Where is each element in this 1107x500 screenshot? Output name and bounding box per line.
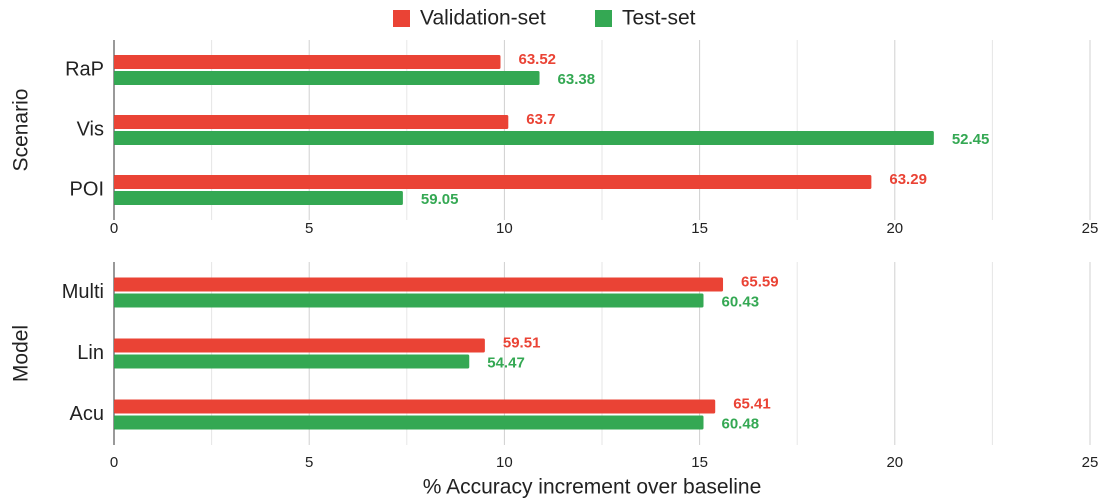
- y-tick-label: Vis: [77, 118, 104, 140]
- legend-label: Test-set: [622, 7, 696, 30]
- data-label: 54.47: [487, 354, 525, 371]
- bar: [114, 71, 540, 85]
- x-tick-label: 10: [496, 454, 513, 471]
- y-tick-label: RaP: [65, 58, 104, 80]
- y-tick-label: Multi: [62, 281, 104, 303]
- x-tick-label: 5: [305, 454, 313, 471]
- bar: [114, 338, 485, 353]
- data-label: 63.7: [526, 111, 555, 128]
- x-tick-label: 0: [110, 220, 118, 237]
- bar: [114, 293, 704, 308]
- bar: [114, 55, 501, 69]
- data-label: 63.52: [518, 51, 556, 68]
- data-label: 60.48: [722, 415, 760, 432]
- legend-swatch: [595, 10, 612, 27]
- bar: [114, 277, 724, 292]
- x-tick-label: 15: [691, 220, 708, 237]
- y-tick-label: Lin: [77, 342, 104, 364]
- x-tick-label: 10: [496, 220, 513, 237]
- bar: [114, 399, 716, 414]
- legend-swatch: [393, 10, 410, 27]
- bar: [114, 354, 470, 369]
- y-tick-label: Acu: [70, 403, 104, 425]
- bar: [114, 175, 872, 189]
- bar: [114, 415, 704, 430]
- x-tick-label: 0: [110, 454, 118, 471]
- x-tick-label: 25: [1082, 454, 1099, 471]
- data-label: 63.29: [889, 171, 927, 188]
- y-tick-label: POI: [70, 178, 104, 200]
- x-tick-label: 20: [886, 220, 903, 237]
- legend-label: Validation-set: [420, 7, 546, 30]
- data-label: 65.59: [741, 273, 779, 290]
- data-label: 60.43: [722, 293, 760, 310]
- data-label: 59.05: [421, 191, 459, 208]
- bar: [114, 131, 934, 145]
- x-tick-label: 20: [886, 454, 903, 471]
- data-label: 52.45: [952, 131, 990, 148]
- data-label: 59.51: [503, 334, 541, 351]
- data-label: 63.38: [558, 71, 596, 88]
- x-axis-title: % Accuracy increment over baseline: [423, 476, 762, 499]
- y-axis-title: Scenario: [10, 89, 33, 172]
- y-axis-title: Model: [10, 325, 33, 382]
- bar: [114, 191, 403, 205]
- x-tick-label: 5: [305, 220, 313, 237]
- bar: [114, 115, 509, 129]
- x-tick-label: 15: [691, 454, 708, 471]
- data-label: 65.41: [733, 395, 771, 412]
- x-tick-label: 25: [1082, 220, 1099, 237]
